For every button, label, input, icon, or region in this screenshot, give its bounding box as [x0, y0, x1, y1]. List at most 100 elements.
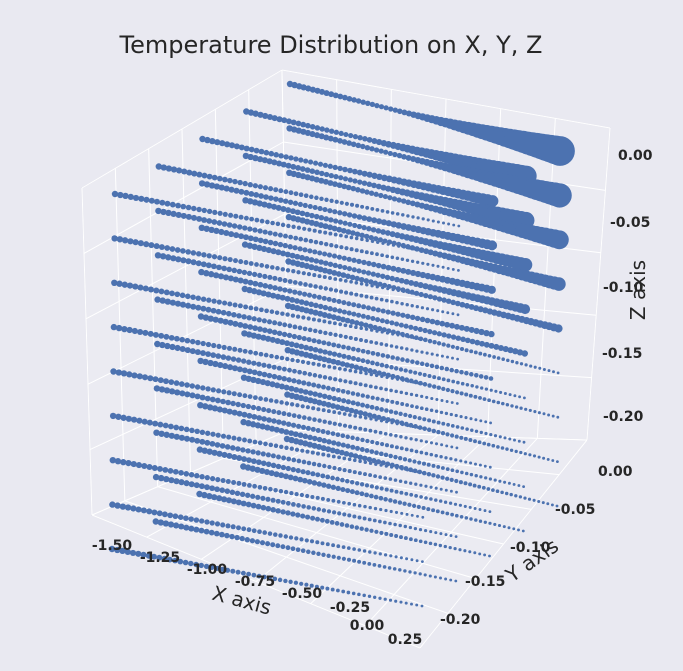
scatter-point — [422, 327, 428, 334]
scatter-point — [438, 543, 443, 548]
scatter-point — [388, 498, 393, 503]
scatter-point — [384, 408, 389, 413]
scatter-point — [339, 200, 344, 205]
scatter-point — [488, 554, 491, 558]
scatter-point — [493, 478, 497, 482]
scatter-point — [254, 466, 261, 473]
scatter-point — [360, 393, 365, 398]
scatter-point — [522, 440, 526, 444]
scatter-point — [185, 302, 192, 309]
scatter-point — [354, 320, 360, 326]
scatter-point — [339, 245, 344, 250]
x-tick-label: -1.50 — [92, 538, 133, 554]
scatter-point — [389, 532, 394, 538]
scatter-point — [279, 383, 285, 390]
scatter-point — [412, 459, 417, 464]
scatter-point — [408, 378, 414, 384]
scatter-point — [263, 149, 270, 156]
scatter-point — [336, 352, 342, 358]
scatter-point — [207, 315, 214, 322]
scatter-point — [200, 340, 206, 347]
scatter-point — [311, 506, 317, 511]
scatter-point — [399, 346, 404, 350]
scatter-point — [272, 285, 278, 291]
scatter-point — [204, 395, 211, 402]
scatter-point — [533, 365, 537, 369]
scatter-point — [464, 416, 468, 420]
scatter-point — [362, 549, 367, 553]
scatter-point — [420, 306, 425, 310]
scatter-point — [339, 233, 343, 238]
scatter-point — [368, 190, 375, 196]
scatter-point — [385, 398, 390, 403]
scatter-point — [225, 399, 231, 406]
scatter-point — [439, 532, 443, 536]
scatter-point — [306, 272, 312, 277]
scatter-point — [359, 188, 366, 194]
x-tick-label: -1.00 — [187, 562, 228, 578]
scatter-point — [279, 339, 286, 346]
scatter-point — [346, 557, 352, 562]
scatter-point — [111, 279, 118, 286]
scatter-point — [425, 307, 430, 311]
scatter-point — [341, 139, 348, 145]
scatter-point — [431, 219, 435, 223]
scatter-point — [374, 341, 379, 345]
scatter-point — [409, 200, 416, 207]
scatter-point — [312, 273, 317, 278]
scatter-point — [439, 320, 446, 327]
scatter-point — [337, 263, 343, 270]
scatter-point — [400, 511, 404, 515]
scatter-point — [219, 487, 225, 494]
x-tick-label: -0.25 — [330, 600, 370, 616]
scatter-point — [521, 350, 528, 357]
scatter-point — [344, 317, 351, 324]
scatter-point — [169, 246, 176, 252]
scatter-point — [429, 441, 434, 445]
scatter-point — [387, 195, 393, 201]
scatter-point — [201, 172, 208, 179]
scatter-point — [401, 109, 408, 116]
scatter-point — [407, 413, 413, 419]
scatter-point — [269, 425, 276, 432]
scatter-point — [407, 458, 412, 463]
scatter-point — [332, 307, 338, 313]
scatter-point — [277, 241, 284, 248]
scatter-point — [268, 442, 274, 448]
scatter-point — [316, 362, 321, 367]
scatter-point — [492, 355, 496, 359]
scatter-point — [325, 357, 332, 364]
scatter-point — [454, 535, 458, 538]
scatter-point — [292, 200, 299, 206]
scatter-point — [313, 176, 320, 183]
scatter-point — [173, 478, 180, 485]
scatter-point — [304, 538, 309, 543]
scatter-point — [219, 140, 226, 147]
scatter-point — [257, 111, 264, 118]
scatter-point — [400, 287, 406, 293]
scatter-point — [299, 210, 306, 217]
scatter-point — [330, 358, 337, 365]
scatter-point — [231, 435, 237, 441]
scatter-point — [168, 388, 176, 395]
scatter-point — [294, 491, 299, 497]
scatter-point — [415, 603, 419, 607]
scatter-point — [458, 324, 465, 331]
scatter-point — [348, 413, 352, 417]
scatter-point — [388, 521, 392, 526]
scatter-point — [399, 446, 404, 451]
scatter-point — [252, 227, 258, 233]
scatter-point — [332, 465, 337, 471]
scatter-point — [365, 205, 370, 210]
scatter-point — [385, 372, 391, 378]
scatter-point — [268, 186, 274, 192]
scatter-point — [227, 275, 234, 282]
scatter-point — [368, 279, 374, 285]
scatter-point — [482, 441, 487, 446]
scatter-point — [254, 217, 260, 223]
scatter-point — [419, 495, 423, 499]
scatter-point — [247, 324, 254, 330]
scatter-point — [420, 394, 424, 399]
scatter-point — [247, 153, 254, 161]
scatter-point — [451, 267, 455, 271]
